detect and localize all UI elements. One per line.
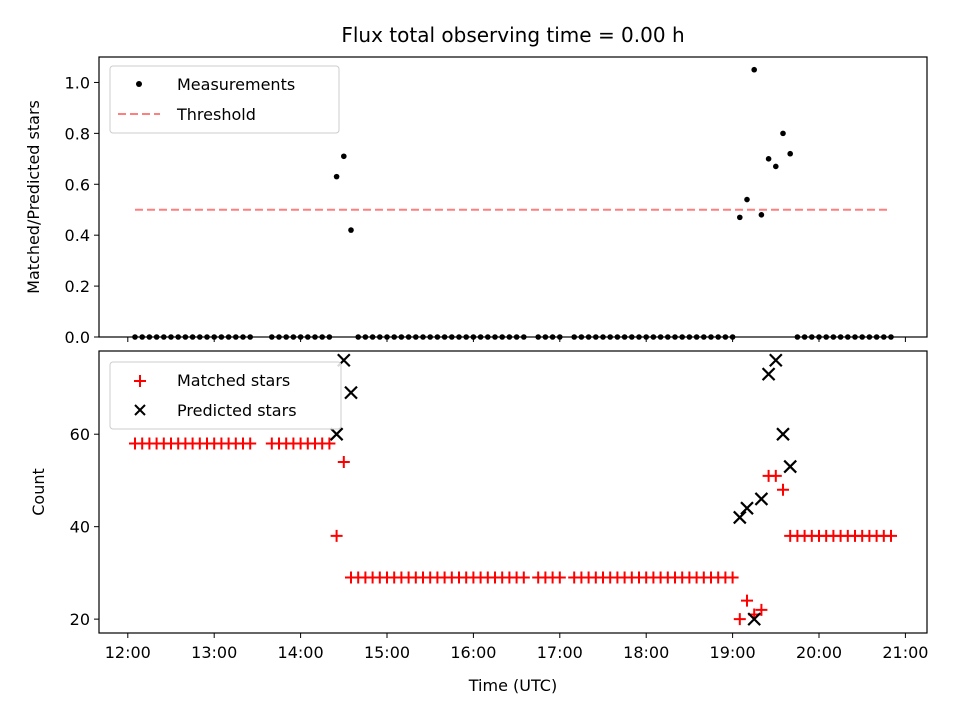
bottom-chart: 20 40 60 12:00 13:00 14:00 15:00 16:00 17:00 18:0… xyxy=(29,350,929,695)
top-ytick-label: 1.0 xyxy=(65,73,90,92)
predicted-star-point xyxy=(776,427,790,441)
bottom-chart-xlabel: Time (UTC) xyxy=(468,676,557,695)
predicted-star-point xyxy=(344,385,358,400)
top-chart-title: Flux total observing time = 0.00 h xyxy=(341,23,684,47)
matched-star-point xyxy=(777,483,789,496)
predicted-star-point xyxy=(329,427,344,441)
bottom-ytick-label: 60 xyxy=(70,425,90,444)
top-chart: 0.0 0.2 0.4 0.6 0.8 1.0 Matched/Predicted sta… xyxy=(24,56,928,347)
bottom-chart-ylabel: Count xyxy=(29,468,48,516)
bottom-chart-ticks: 20 40 60 12:00 13:00 14:00 15:00 16:00 17:00 18:0… xyxy=(70,425,929,662)
bottom-legend-box xyxy=(109,361,342,430)
bottom-xtick-label: 20:00 xyxy=(796,643,842,662)
top-ytick-label: 0.2 xyxy=(65,277,90,296)
predicted-star-point xyxy=(754,492,769,506)
predicted-star-point xyxy=(733,510,747,525)
bottom-xtick-label: 12:00 xyxy=(105,643,151,662)
matched-star-point xyxy=(726,571,739,584)
bottom-chart-marks xyxy=(129,353,897,626)
predicted-legend-marker xyxy=(134,404,146,416)
bottom-xtick-label: 21:00 xyxy=(882,643,928,662)
matched-legend-marker xyxy=(134,375,146,387)
bottom-ytick-label: 20 xyxy=(70,610,90,629)
matched-star-point xyxy=(330,529,343,542)
top-chart-ylabel: Matched/Predicted stars xyxy=(24,100,43,294)
matched-star-point xyxy=(885,529,897,542)
measurement-point xyxy=(744,196,750,203)
measurement-point xyxy=(765,156,772,162)
predicted-legend-label: Predicted stars xyxy=(177,401,297,420)
bottom-chart-frame xyxy=(98,350,928,634)
matched-star-point xyxy=(755,603,768,616)
measurement-point xyxy=(751,66,757,73)
measurement-point xyxy=(737,214,743,221)
top-ytick-label: 0.6 xyxy=(65,175,90,194)
top-chart-frame xyxy=(98,56,928,338)
bottom-xtick-label: 17:00 xyxy=(537,643,583,662)
measurements-legend-marker xyxy=(136,81,142,87)
matched-star-point xyxy=(733,613,746,626)
top-chart-ticks: 0.0 0.2 0.4 0.6 0.8 1.0 xyxy=(65,73,906,347)
predicted-star-point xyxy=(747,612,761,626)
measurement-point xyxy=(333,173,340,180)
bottom-xtick-label: 18:00 xyxy=(623,643,669,662)
bottom-xtick-label: 19:00 xyxy=(710,643,756,662)
matched-star-point xyxy=(553,571,566,584)
measurement-point xyxy=(341,153,347,160)
matched-star-point xyxy=(741,594,753,607)
predicted-star-point xyxy=(740,501,754,515)
matched-star-point xyxy=(244,437,257,450)
measurement-point xyxy=(348,227,354,233)
top-ytick-label: 0.0 xyxy=(65,328,90,347)
bottom-ytick-label: 40 xyxy=(70,518,90,537)
top-ytick-label: 0.8 xyxy=(65,124,90,143)
matched-legend-label: Matched stars xyxy=(177,371,290,390)
bottom-xtick-label: 13:00 xyxy=(191,643,237,662)
bottom-xtick-label: 14:00 xyxy=(278,643,324,662)
threshold-legend-label: Threshold xyxy=(176,105,256,124)
top-legend-box xyxy=(109,65,340,134)
bottom-chart-legend: Matched stars Predicted stars xyxy=(109,361,342,430)
matched-star-point xyxy=(769,469,782,482)
measurement-point xyxy=(780,130,786,137)
predicted-star-point xyxy=(769,353,783,368)
top-ytick-label: 0.4 xyxy=(65,226,90,245)
measurement-point xyxy=(758,212,765,218)
matched-star-point xyxy=(323,437,336,450)
bottom-xtick-label: 15:00 xyxy=(364,643,410,662)
measurement-point xyxy=(787,150,793,157)
measurement-point xyxy=(773,163,779,170)
predicted-star-point xyxy=(783,459,797,474)
matched-star-point xyxy=(337,455,350,468)
matched-star-point xyxy=(517,571,530,584)
predicted-star-point xyxy=(761,367,776,381)
bottom-xtick-label: 16:00 xyxy=(450,643,496,662)
measurements-legend-label: Measurements xyxy=(177,75,295,94)
top-chart-legend: Measurements Threshold xyxy=(109,65,340,134)
